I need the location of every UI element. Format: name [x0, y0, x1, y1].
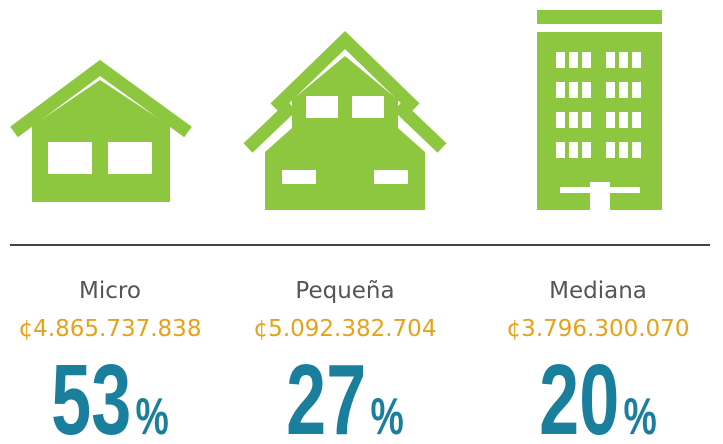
window [556, 52, 565, 68]
window [582, 112, 591, 128]
window [632, 142, 641, 158]
window [619, 142, 628, 158]
windows [556, 52, 641, 158]
amount: ¢3.796.300.070 [507, 316, 690, 342]
window [556, 142, 565, 158]
amount: ¢5.092.382.704 [254, 316, 437, 342]
window [582, 52, 591, 68]
percent: 20% [539, 344, 657, 444]
roof [243, 101, 297, 153]
roof [270, 30, 420, 113]
door [590, 182, 610, 210]
category-label: Micro [79, 278, 141, 304]
window [606, 112, 615, 128]
window [632, 82, 641, 98]
window [582, 142, 591, 158]
category-label: Pequeña [295, 278, 394, 304]
window [606, 82, 615, 98]
window [569, 142, 578, 158]
roof [10, 59, 192, 138]
window [352, 96, 384, 118]
window [306, 96, 338, 118]
icon-micro [10, 59, 192, 202]
roof [393, 101, 447, 153]
window [582, 82, 591, 98]
window [560, 187, 590, 193]
window [632, 52, 641, 68]
window [619, 52, 628, 68]
percent-unit: % [136, 387, 169, 444]
window [569, 112, 578, 128]
percent-value: 27 [286, 344, 366, 444]
building-top [537, 10, 662, 24]
window [606, 142, 615, 158]
window [48, 142, 92, 174]
percent-value: 20 [539, 344, 619, 444]
window [569, 82, 578, 98]
category-label: Mediana [549, 278, 647, 304]
percent: 27% [286, 344, 404, 444]
window [374, 170, 408, 184]
window [619, 82, 628, 98]
window [606, 52, 615, 68]
window [619, 112, 628, 128]
percent-value: 53 [51, 344, 131, 444]
percent-unit: % [624, 387, 657, 444]
window [556, 82, 565, 98]
window [556, 112, 565, 128]
amount: ¢4.865.737.838 [19, 316, 202, 342]
icon-pequena [243, 30, 447, 210]
window [632, 112, 641, 128]
percent: 53% [51, 344, 169, 444]
window [569, 52, 578, 68]
house-lower [265, 128, 425, 210]
window [610, 187, 640, 193]
icon-mediana [537, 10, 662, 210]
window [108, 142, 152, 174]
percent-unit: % [371, 387, 404, 444]
window [282, 170, 316, 184]
